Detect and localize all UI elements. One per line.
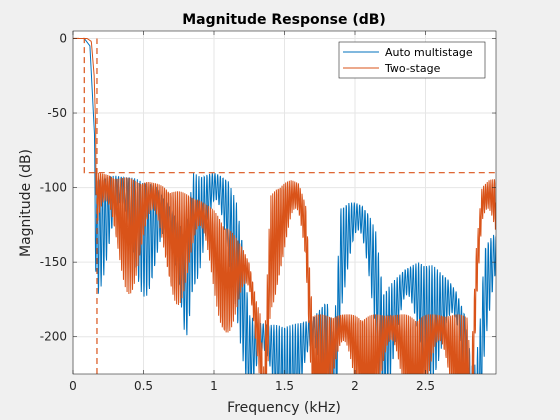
x-axis-label: Frequency (kHz): [227, 400, 341, 416]
legend-label-two-stage: Two-stage: [384, 62, 441, 75]
x-tick-label: 2: [351, 379, 359, 393]
y-tick-label: -100: [40, 181, 67, 195]
chart-title: Magnitude Response (dB): [182, 12, 386, 28]
y-tick-label: -150: [40, 255, 67, 269]
legend-box: [338, 41, 486, 79]
x-tick-label: 2.5: [416, 379, 435, 393]
y-tick-label: -200: [40, 330, 67, 344]
y-tick-label: -50: [47, 106, 67, 120]
x-tick-label: 1.5: [275, 379, 294, 393]
series-line-two-stage: [73, 37, 496, 374]
legend-label-auto-multistage: Auto multistage: [385, 46, 473, 59]
x-tick-label: 0.5: [134, 379, 153, 393]
series-layer: [73, 37, 496, 374]
legend[interactable]: Auto multistage Two-stage: [338, 41, 486, 79]
spec-mask-two-stage: [73, 37, 496, 374]
ticks: 0 0.5 1 1.5 2 2.5 0 -50 -100 -150 -200: [40, 31, 496, 393]
x-tick-label: 1: [210, 379, 218, 393]
y-tick-label: 0: [59, 31, 67, 45]
x-tick-label: 0: [69, 379, 77, 393]
y-axis-label: Magnitude (dB): [18, 149, 34, 257]
